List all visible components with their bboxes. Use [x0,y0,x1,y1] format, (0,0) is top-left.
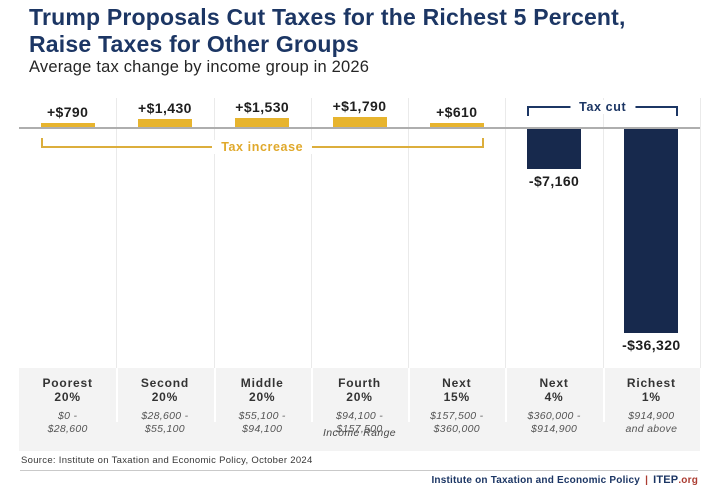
category-income-range: $28,600 - $55,100 [141,410,189,435]
footer-divider [20,470,698,471]
category-box-next-15-: Next 15% $157,500 - $360,000 [409,368,504,435]
bar-richest-1- [624,129,679,333]
category-box-richest-1-: Richest 1% $914,900 and above [604,368,699,435]
gridline [213,98,215,368]
bar-poorest-20- [40,123,95,127]
category-box-middle-20-: Middle 20% $55,100 - $94,100 [215,368,310,435]
zero-baseline [19,127,700,129]
bracket-tick-right [676,107,679,116]
value-label-next-4-: -$7,160 [528,173,580,189]
source-note: Source: Institute on Taxation and Econom… [21,455,313,466]
footer-org-name: Institute on Taxation and Economic Polic… [431,475,641,486]
category-name: Richest 1% [626,376,676,404]
category-income-range: $0 - $28,600 [47,410,88,435]
income-group-band [19,368,700,451]
footer-separator: | [645,475,649,486]
category-income-range: $914,900 and above [625,410,678,435]
band-gap [116,368,119,422]
bracket-tax-increase: Tax increase [40,138,484,154]
bar-next-4- [527,129,582,169]
category-income-range: $157,500 - $360,000 [430,410,484,435]
category-income-range: $94,100 - $157,500 [335,410,384,435]
category-name: Second 20% [140,376,189,404]
bar-fourth-20- [332,117,387,127]
footer: Institute on Taxation and Economic Polic… [431,474,698,486]
band-gap [408,368,411,422]
value-label-richest-1-: -$36,320 [622,337,681,353]
bar-next-15- [429,123,484,127]
category-box-poorest-20-: Poorest 20% $0 - $28,600 [20,368,115,435]
bracket-tick-left [40,138,43,147]
category-income-range: $360,000 - $914,900 [527,410,581,435]
gridline [505,98,507,368]
category-name: Middle 20% [240,376,284,404]
band-gap [310,368,313,422]
gridline [700,98,701,368]
band-gap [602,368,605,422]
bracket-tax-cut: Tax cut [527,100,679,116]
gridline [310,98,312,368]
category-box-fourth-20-: Fourth 20% $94,100 - $157,500 [312,368,407,435]
category-name: Next 4% [539,376,569,404]
gridline [408,98,410,368]
category-box-next-4-: Next 4% $360,000 - $914,900 [506,368,601,435]
bracket-label: Tax increase [212,140,313,154]
x-axis-label: Income Range [322,427,397,439]
value-label-next-15-: +$610 [436,104,478,120]
itep-org-suffix[interactable]: .org [678,475,698,486]
category-name: Next 15% [442,376,472,404]
category-name: Poorest 20% [42,376,93,404]
band-gap [505,368,508,422]
itep-link[interactable]: ITEP [653,474,679,486]
bar-middle-20- [235,118,290,127]
chart-subtitle: Average tax change by income group in 20… [29,58,370,76]
value-label-fourth-20-: +$1,790 [332,98,387,114]
category-income-range: $55,100 - $94,100 [238,410,286,435]
chart-title: Trump Proposals Cut Taxes for the Riches… [29,4,626,57]
bracket-label: Tax cut [570,100,636,114]
bar-second-20- [137,119,192,127]
value-label-second-20-: +$1,430 [138,100,192,116]
bracket-tick-right [481,138,484,147]
gridline [116,98,118,368]
gridline [602,98,604,368]
bracket-tick-left [527,107,530,116]
category-box-second-20-: Second 20% $28,600 - $55,100 [117,368,212,435]
category-name: Fourth 20% [338,376,381,404]
value-label-poorest-20-: +$790 [46,104,89,120]
band-gap [213,368,216,422]
value-label-middle-20-: +$1,530 [235,99,290,115]
